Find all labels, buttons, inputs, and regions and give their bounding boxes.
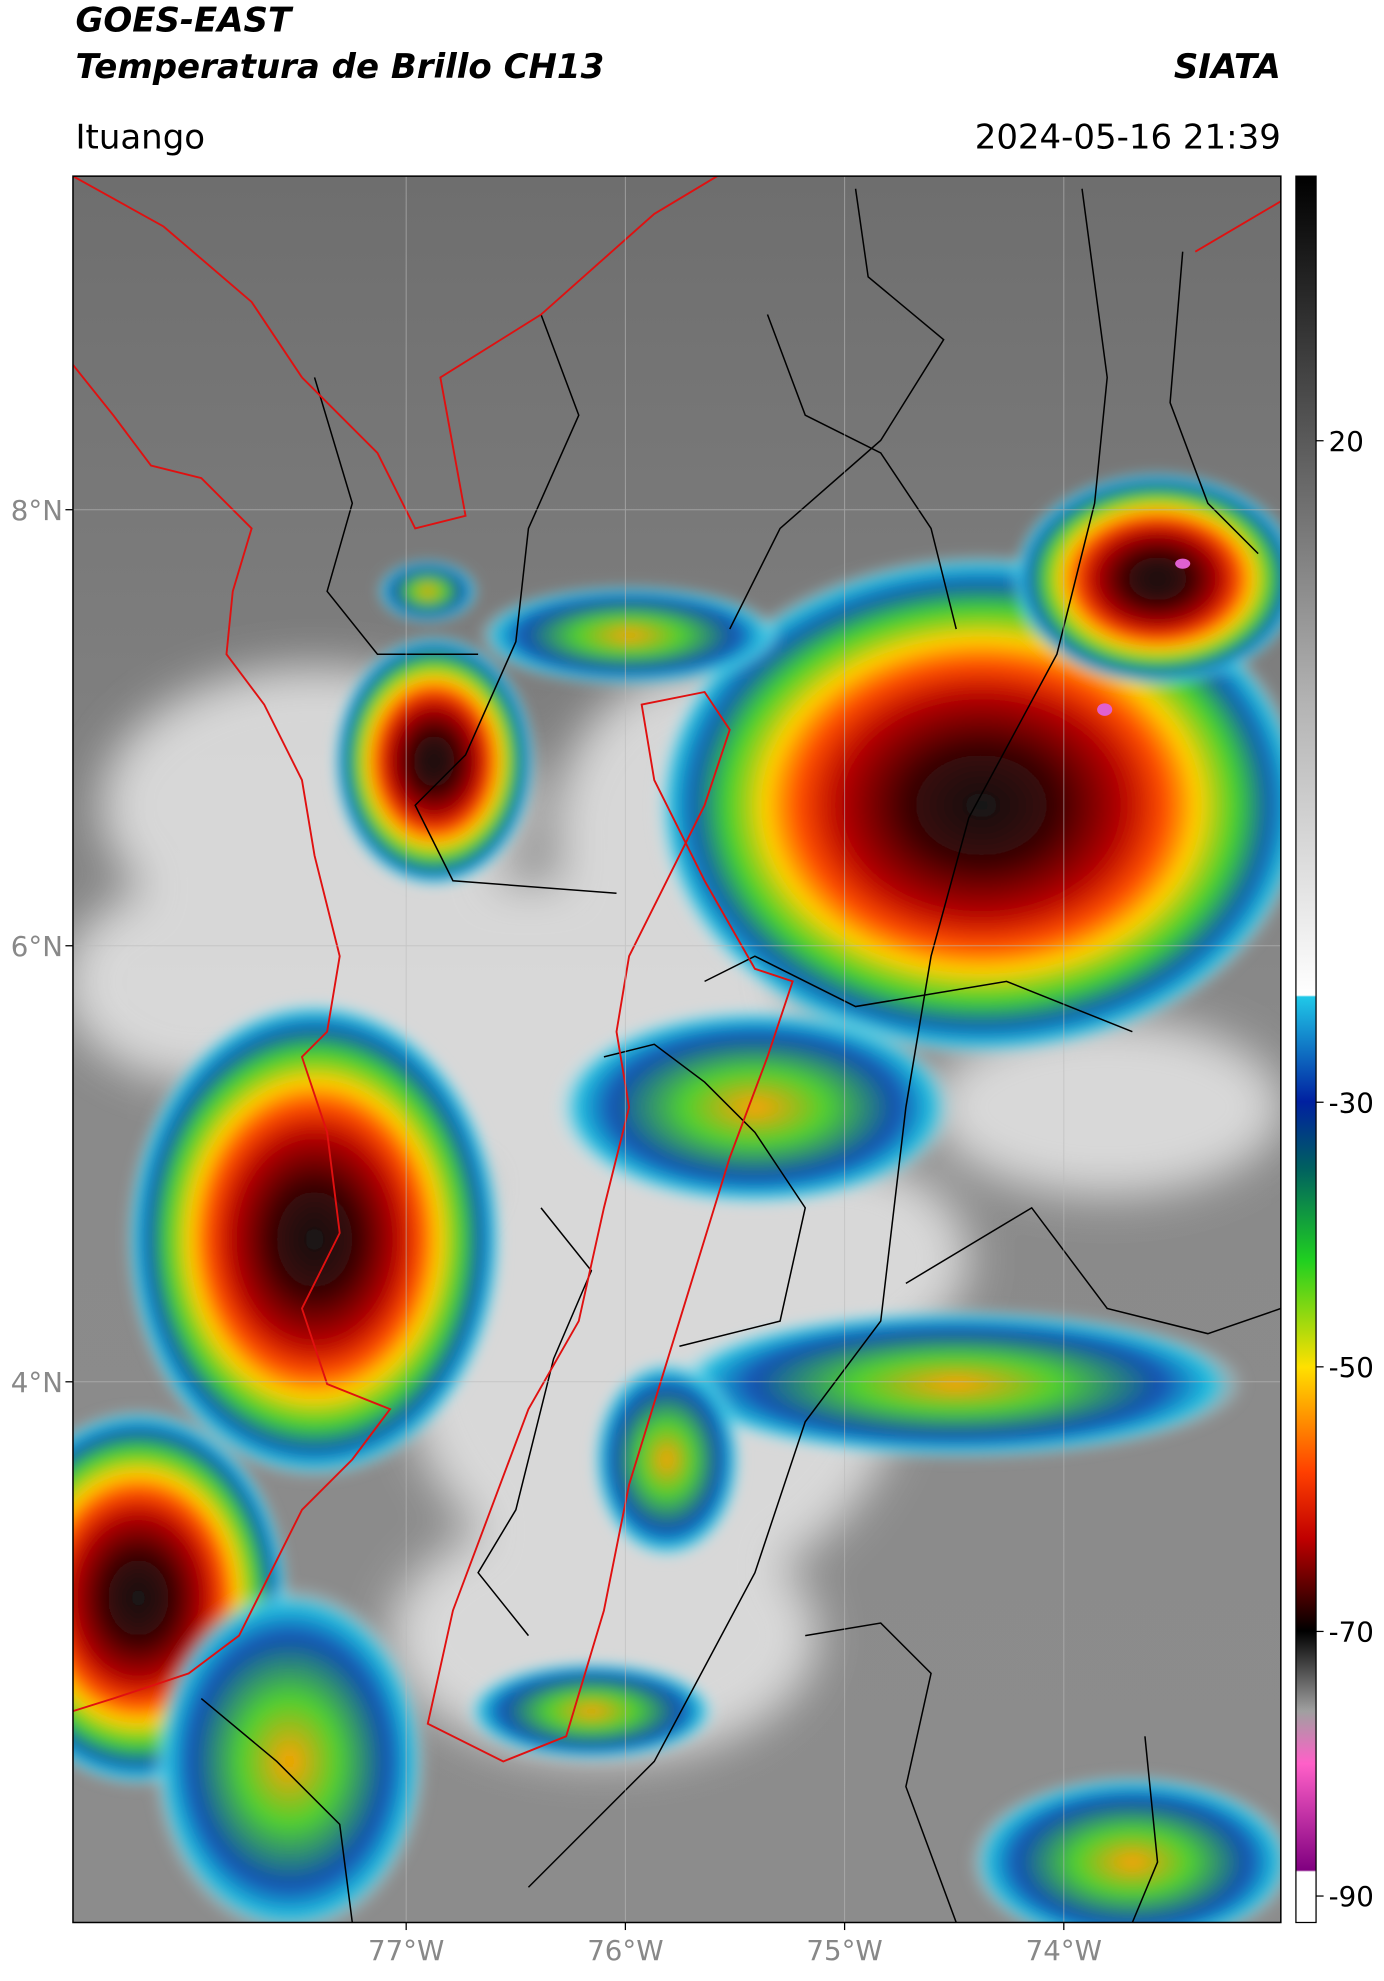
y-tick-label: 8°N	[11, 494, 63, 527]
colorbar-label: -70	[1329, 1616, 1374, 1649]
colorbar-label: 20	[1329, 425, 1364, 458]
colorbar-label: -50	[1329, 1351, 1374, 1384]
y-tick-label: 6°N	[11, 930, 63, 963]
x-tick-label: 76°W	[587, 1934, 663, 1967]
map-frame	[72, 175, 1282, 1924]
colorbar-label: -30	[1329, 1086, 1374, 1119]
subtitle: Temperatura de Brillo CH13	[75, 47, 604, 87]
x-tick-label: 74°W	[1026, 1934, 1102, 1967]
brand: SIATA	[1174, 47, 1281, 87]
datetime: 2024-05-16 21:39	[975, 117, 1281, 157]
title: GOES-EAST	[75, 0, 293, 40]
colorbar-label: -90	[1329, 1880, 1374, 1913]
location: Ituango	[75, 117, 205, 157]
colorbar	[1295, 175, 1317, 1924]
x-tick-label: 77°W	[368, 1934, 444, 1967]
map-image	[72, 176, 1281, 1923]
y-tick-label: 4°N	[11, 1366, 63, 1399]
x-tick-label: 75°W	[806, 1934, 882, 1967]
